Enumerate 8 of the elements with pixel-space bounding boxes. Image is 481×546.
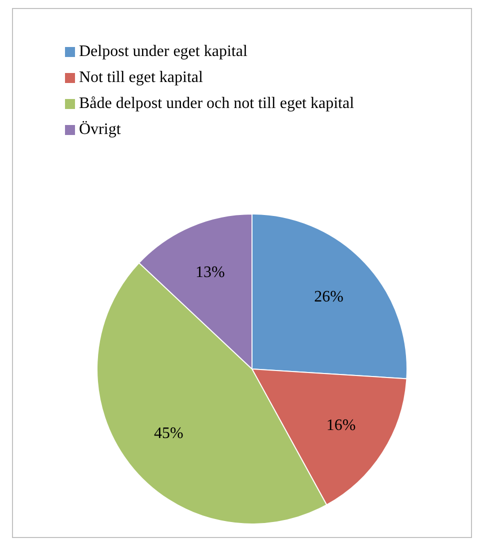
data-label: 16% [326, 416, 356, 434]
legend-label: Not till eget kapital [79, 68, 203, 88]
data-label: 26% [314, 288, 344, 306]
legend-label: Både delpost under och not till eget kapital [79, 94, 354, 114]
data-label: 45% [154, 425, 184, 442]
legend-label: Övrigt [79, 120, 121, 140]
data-label: 13% [195, 264, 225, 281]
legend-label: Delpost under eget kapital [79, 42, 248, 62]
